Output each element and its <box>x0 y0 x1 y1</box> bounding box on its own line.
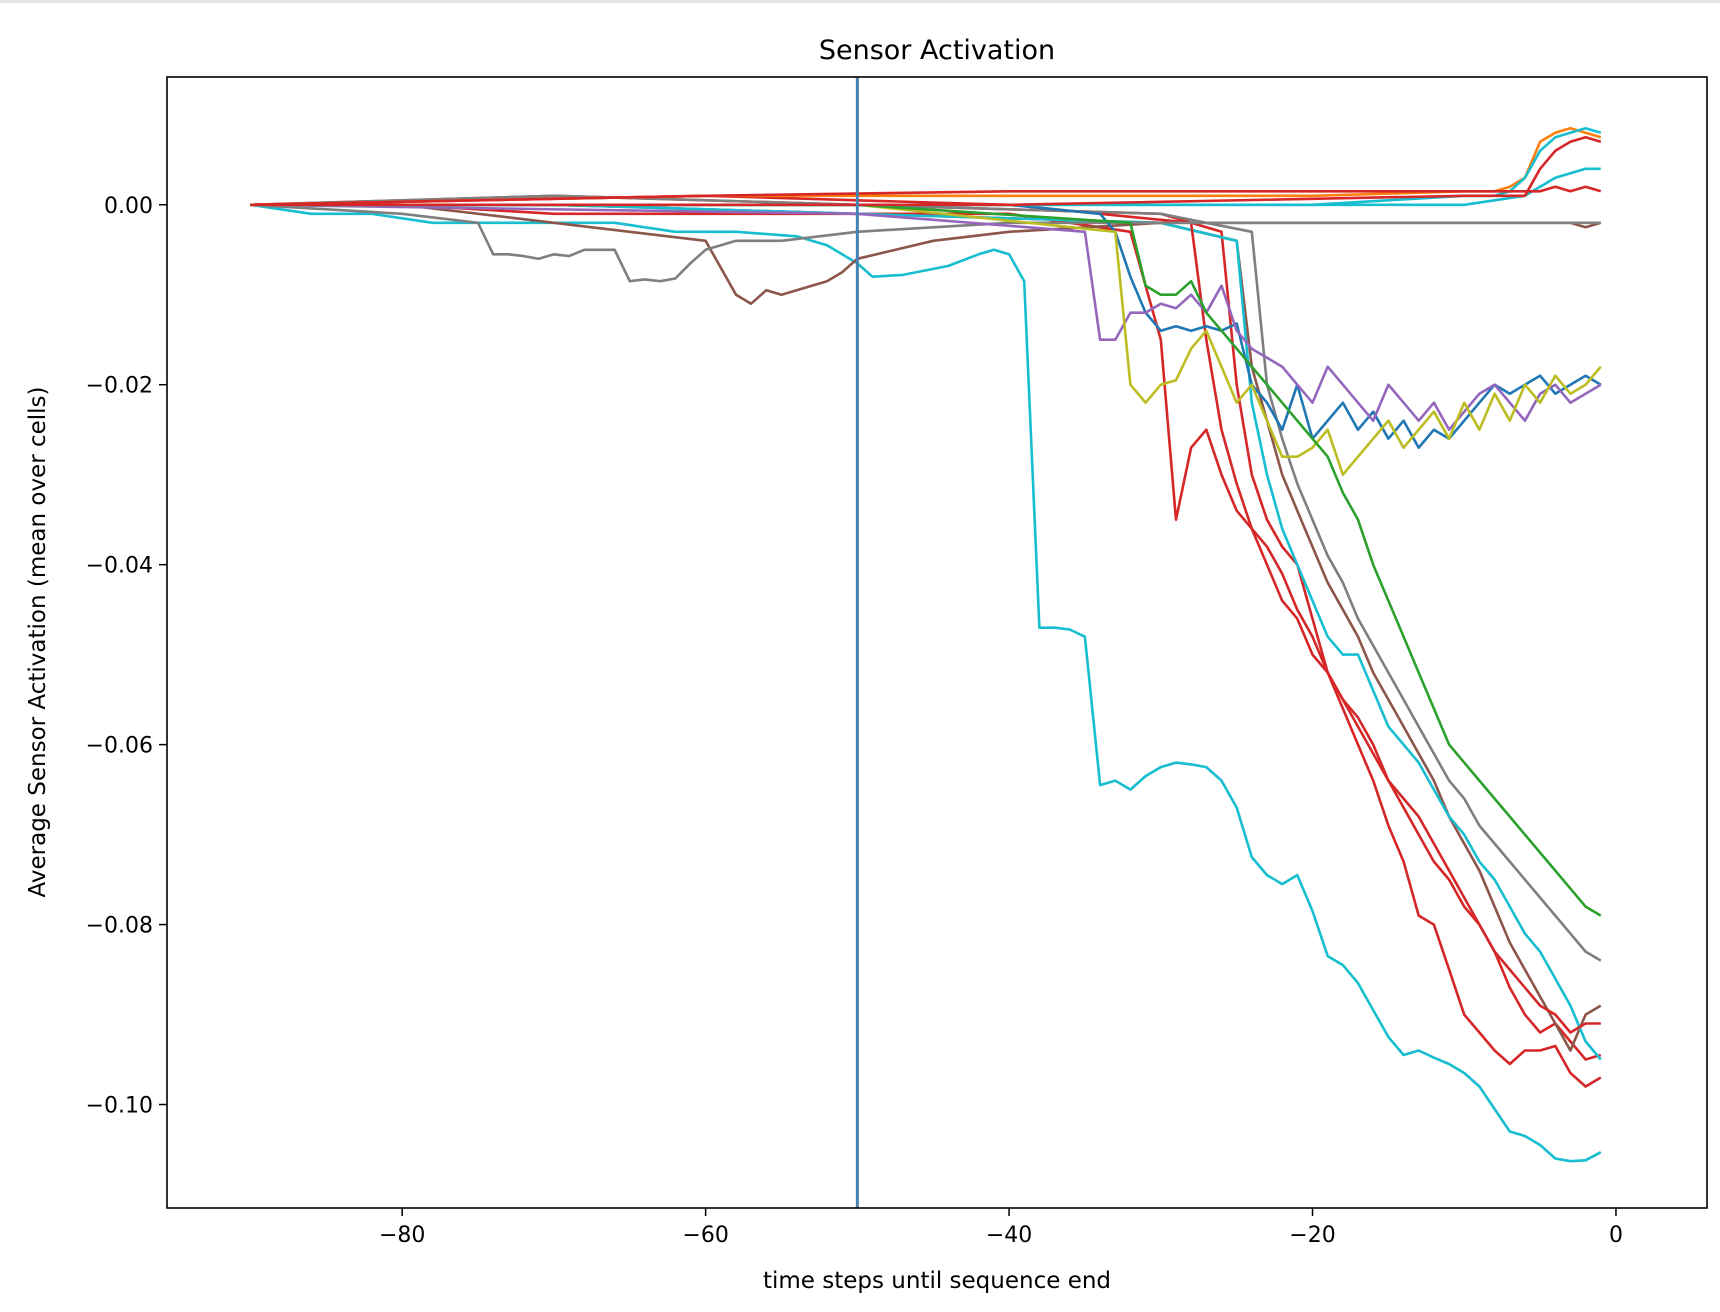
y-tick-label: −0.10 <box>86 1094 153 1119</box>
series-line-11 <box>250 203 1602 432</box>
y-tick-label: 0.00 <box>104 194 153 219</box>
series-line-7 <box>250 194 1601 1034</box>
series-line-1 <box>250 203 1602 1163</box>
series-line-6 <box>250 203 1602 1061</box>
x-tick-label: −80 <box>379 1223 425 1248</box>
series-line-13 <box>250 203 1602 917</box>
y-tick-label: −0.08 <box>86 914 153 939</box>
y-axis-ticks: 0.00 −0.02 −0.04 −0.06 −0.08 −0.10 <box>86 194 167 1119</box>
series-line-9 <box>250 203 1601 283</box>
series-line-3 <box>250 194 1602 1061</box>
chart-title: Sensor Activation <box>819 35 1055 66</box>
series-line-2 <box>250 203 1602 1088</box>
series-line-5 <box>250 194 1602 962</box>
y-tick-label: −0.06 <box>86 734 153 759</box>
series-line-14 <box>250 127 1602 207</box>
series-lines <box>250 127 1602 1163</box>
y-tick-label: −0.04 <box>86 554 153 579</box>
y-axis-label: Average Sensor Activation (mean over cel… <box>25 386 51 897</box>
y-tick-label: −0.02 <box>86 374 153 399</box>
series-line-12 <box>250 203 1602 477</box>
plot-frame <box>166 76 1708 1209</box>
x-tick-label: 0 <box>1609 1223 1623 1248</box>
series-line-4 <box>250 203 1602 1052</box>
x-tick-label: −20 <box>1289 1223 1335 1248</box>
window-top-border <box>0 0 1720 3</box>
x-tick-label: −60 <box>682 1223 728 1248</box>
x-tick-label: −40 <box>986 1223 1032 1248</box>
series-line-10 <box>250 203 1602 450</box>
series-line-17 <box>250 136 1602 207</box>
x-axis-ticks: −80 −60 −40 −20 0 <box>379 1208 1623 1248</box>
x-axis-label: time steps until sequence end <box>763 1268 1111 1294</box>
